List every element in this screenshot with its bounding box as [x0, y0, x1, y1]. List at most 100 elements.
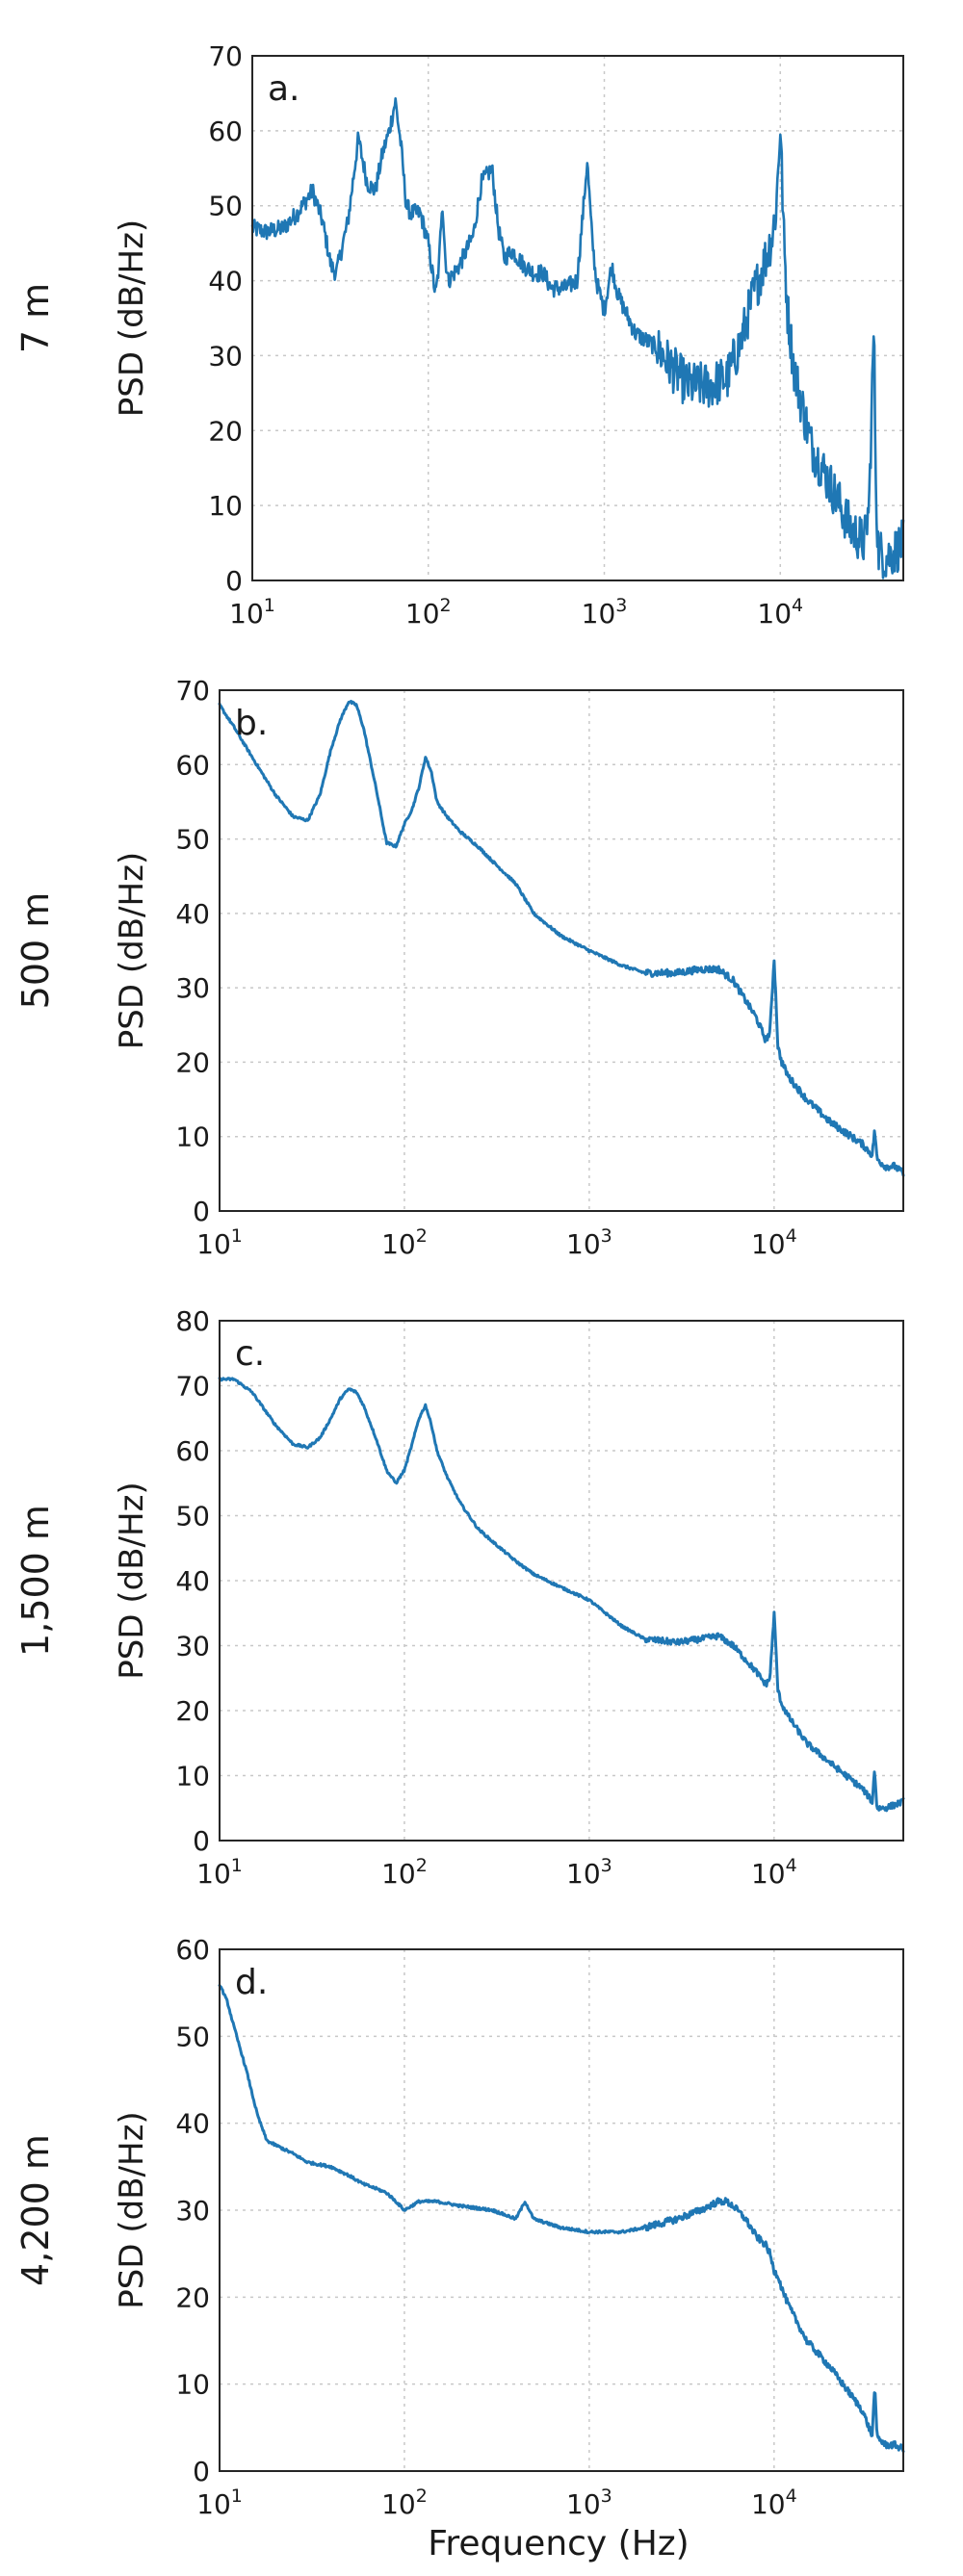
y-tick-label: 50 [175, 1501, 210, 1533]
x-tick-label: 104 [751, 2486, 797, 2520]
y-tick-label: 60 [208, 116, 243, 147]
x-tick-base: 10 [381, 2488, 416, 2520]
y-tick-label: 60 [175, 1435, 210, 1467]
x-tick-label: 102 [381, 1855, 428, 1890]
y-tick-label: 20 [175, 1695, 210, 1727]
x-tick-base: 10 [566, 2488, 601, 2520]
y-tick-label: 10 [208, 490, 243, 522]
y-tick-label: 0 [193, 1196, 210, 1227]
y-tick-label: 0 [193, 1825, 210, 1857]
x-tick-exponent: 3 [601, 1225, 612, 1247]
x-tick-label: 103 [566, 2486, 612, 2520]
x-tick-base: 10 [751, 2488, 786, 2520]
x-tick-exponent: 4 [786, 1225, 797, 1247]
x-tick-exponent: 4 [786, 1855, 797, 1876]
psd-line [218, 1984, 905, 2454]
y-tick-label: 80 [175, 1305, 210, 1337]
x-tick-label: 101 [196, 1855, 243, 1890]
x-tick-label: 102 [405, 595, 452, 630]
x-axis-label: Frequency (Hz) [428, 2524, 689, 2563]
x-tick-exponent: 1 [231, 1225, 243, 1247]
x-tick-exponent: 2 [440, 595, 452, 616]
x-tick-exponent: 2 [416, 1855, 428, 1876]
y-tick-label: 50 [175, 824, 210, 856]
psd-line [218, 1377, 905, 1813]
y-tick-label: 50 [208, 191, 243, 222]
x-tick-label: 101 [196, 2486, 243, 2520]
x-tick-exponent: 4 [786, 2486, 797, 2507]
y-tick-label: 30 [175, 972, 210, 1004]
x-tick-base: 10 [196, 1858, 231, 1890]
x-tick-label: 103 [566, 1855, 612, 1890]
x-tick-label: 102 [381, 1225, 428, 1260]
plot-frame [251, 55, 904, 581]
x-tick-base: 10 [196, 2488, 231, 2520]
y-tick-label: 10 [175, 1121, 210, 1153]
x-tick-exponent: 1 [264, 595, 275, 616]
plot-frame [219, 1948, 904, 2472]
x-tick-label: 101 [196, 1225, 243, 1260]
plot-frame [219, 1320, 904, 1842]
plot-frame [219, 689, 904, 1212]
y-tick-label: 50 [175, 2021, 210, 2052]
psd-line [218, 700, 905, 1177]
x-tick-base: 10 [381, 1858, 416, 1890]
y-tick-label: 10 [175, 1761, 210, 1792]
x-tick-label: 103 [566, 1225, 612, 1260]
y-tick-label: 30 [175, 1631, 210, 1662]
panel-label: d. [235, 1963, 268, 2002]
x-tick-label: 102 [381, 2486, 428, 2520]
x-tick-base: 10 [229, 598, 264, 630]
x-tick-base: 10 [196, 1228, 231, 1260]
y-tick-label: 20 [208, 415, 243, 447]
y-axis-label: PSD (dB/Hz) [113, 852, 151, 1049]
panel-label: b. [235, 704, 268, 743]
x-tick-base: 10 [582, 598, 616, 630]
y-tick-label: 0 [193, 2456, 210, 2487]
y-tick-label: 0 [225, 565, 243, 597]
y-tick-label: 70 [175, 1371, 210, 1403]
x-tick-base: 10 [405, 598, 440, 630]
y-tick-label: 20 [175, 1046, 210, 1078]
psd-line [250, 97, 905, 580]
x-tick-label: 104 [751, 1855, 797, 1890]
x-tick-exponent: 3 [601, 2486, 612, 2507]
y-tick-label: 60 [175, 749, 210, 781]
x-tick-exponent: 4 [792, 595, 803, 616]
y-tick-label: 30 [175, 2195, 210, 2227]
y-tick-label: 10 [175, 2369, 210, 2401]
x-tick-label: 104 [751, 1225, 797, 1260]
x-tick-base: 10 [751, 1858, 786, 1890]
y-tick-label: 40 [175, 1565, 210, 1597]
x-tick-exponent: 1 [231, 1855, 243, 1876]
depth-label: 4,200 m [14, 2134, 57, 2286]
depth-label: 7 m [14, 283, 57, 353]
y-tick-label: 70 [175, 675, 210, 707]
x-tick-exponent: 2 [416, 2486, 428, 2507]
y-axis-label: PSD (dB/Hz) [113, 1481, 151, 1679]
y-tick-label: 40 [175, 898, 210, 930]
x-tick-exponent: 2 [416, 1225, 428, 1247]
y-tick-label: 40 [175, 2108, 210, 2140]
y-tick-label: 70 [208, 40, 243, 72]
depth-label: 1,500 m [14, 1505, 57, 1657]
y-axis-label: PSD (dB/Hz) [113, 2111, 151, 2308]
panel-label: c. [235, 1334, 265, 1374]
x-tick-base: 10 [751, 1228, 786, 1260]
panel-label: a. [268, 69, 300, 109]
x-tick-label: 104 [757, 595, 803, 630]
x-tick-base: 10 [757, 598, 792, 630]
x-tick-exponent: 3 [601, 1855, 612, 1876]
x-tick-base: 10 [566, 1228, 601, 1260]
x-tick-label: 103 [582, 595, 628, 630]
x-tick-base: 10 [566, 1858, 601, 1890]
y-tick-label: 30 [208, 340, 243, 372]
x-tick-base: 10 [381, 1228, 416, 1260]
depth-label: 500 m [14, 892, 57, 1010]
